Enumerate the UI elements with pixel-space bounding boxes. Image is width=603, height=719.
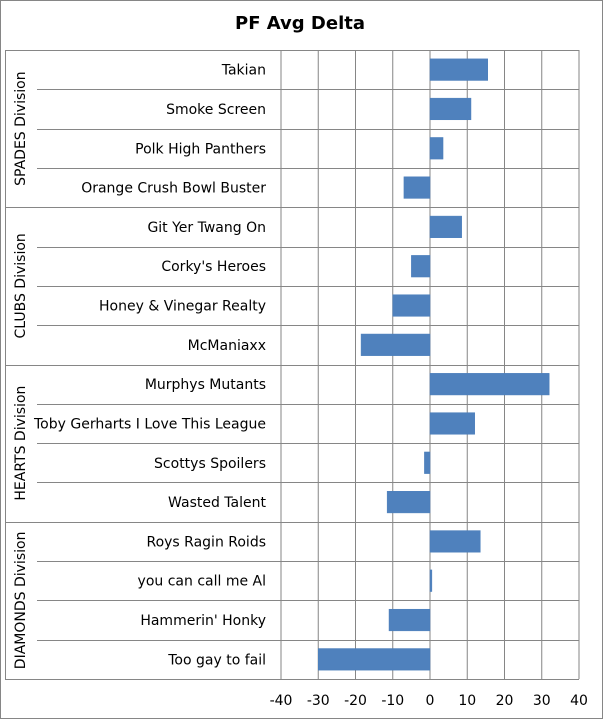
plot-area: Takian Smoke Screen Polk High Panthers Oran…	[5, 50, 588, 709]
x-tick-label: -30	[307, 693, 330, 709]
bar-hammerin-honky	[388, 608, 431, 632]
category-label: Takian	[221, 63, 266, 79]
division-label: CLUBS Division	[13, 233, 29, 338]
category-label: Orange Crush Bowl Buster	[81, 181, 266, 197]
x-tick-label: -20	[344, 693, 367, 709]
bar-you-can-call-me-al	[429, 569, 433, 592]
category-label: Git Yer Twang On	[147, 220, 266, 236]
category-label: Murphys Mutants	[145, 377, 266, 393]
category-label: you can call me Al	[138, 574, 266, 590]
bar-wasted-talent	[386, 491, 431, 514]
bar-smoke-screen	[429, 97, 472, 121]
bar-corky-s-heroes	[411, 255, 431, 278]
bar-honey-vinegar-realty	[392, 294, 431, 317]
chart-title: PF Avg Delta	[235, 13, 365, 34]
division-label: HEARTS Division	[13, 386, 29, 501]
x-tick-label: 30	[533, 693, 551, 709]
bar-takian	[429, 58, 488, 81]
bar-polk-high-panthers	[429, 137, 444, 160]
bar-orange-crush-bowl-buster	[403, 176, 431, 199]
x-tick-label: -10	[381, 693, 404, 709]
bar-git-yer-twang-on	[429, 215, 462, 238]
category-label: Toby Gerharts I Love This League	[33, 416, 266, 432]
category-label: Polk High Panthers	[135, 141, 266, 157]
bar-roys-ragin-roids	[429, 530, 481, 553]
bar-too-gay-to-fail	[318, 648, 431, 671]
bar-toby-gerharts-i-love-this-league	[429, 412, 475, 435]
category-label: Honey & Vinegar Realty	[99, 299, 266, 315]
division-label: SPADES Division	[13, 71, 29, 185]
x-tick-label: 40	[570, 693, 588, 709]
x-tick-label: -40	[270, 693, 293, 709]
category-label: Hammerin' Honky	[140, 613, 266, 629]
category-label: McManiaxx	[188, 338, 266, 354]
category-label: Roys Ragin Roids	[146, 534, 266, 550]
x-tick-label: 0	[426, 693, 435, 709]
x-tick-label: 10	[458, 693, 476, 709]
bar-scottys-spoilers	[424, 451, 431, 474]
category-label: Scottys Spoilers	[154, 456, 266, 472]
category-label: Wasted Talent	[168, 495, 266, 511]
x-tick-label: 20	[496, 693, 514, 709]
division-label: DIAMONDS Division	[13, 532, 29, 670]
bar-murphys-mutants	[429, 373, 550, 396]
category-label: Corky's Heroes	[161, 259, 266, 275]
category-label: Too gay to fail	[167, 652, 266, 668]
category-label: Smoke Screen	[166, 102, 266, 118]
bar-mcmaniaxx	[360, 333, 431, 356]
